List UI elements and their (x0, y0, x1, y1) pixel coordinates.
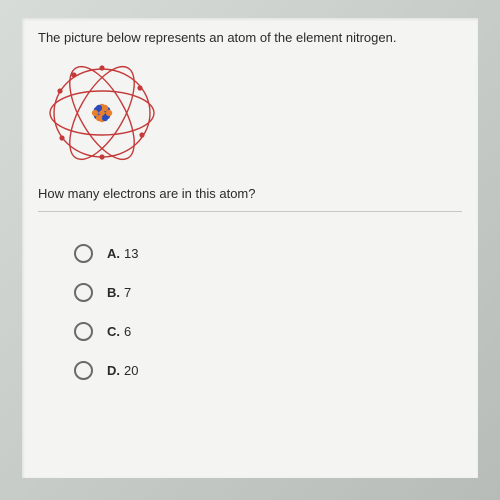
option-letter: B. (107, 285, 120, 300)
question-intro: The picture below represents an atom of … (38, 30, 462, 45)
option-b[interactable]: B. 7 (74, 283, 462, 302)
radio-icon (74, 244, 93, 263)
atom-diagram (42, 53, 462, 178)
option-value: 20 (124, 363, 138, 378)
option-letter: A. (107, 246, 120, 261)
option-d[interactable]: D. 20 (74, 361, 462, 380)
option-a[interactable]: A. 13 (74, 244, 462, 263)
question-prompt: How many electrons are in this atom? (38, 186, 462, 212)
option-value: 6 (124, 324, 131, 339)
option-value: 13 (124, 246, 138, 261)
radio-icon (74, 322, 93, 341)
atom-svg (42, 53, 162, 173)
question-card: The picture below represents an atom of … (22, 18, 478, 478)
options-list: A. 13 B. 7 C. 6 D. 20 (38, 244, 462, 380)
option-letter: D. (107, 363, 120, 378)
radio-icon (74, 361, 93, 380)
option-value: 7 (124, 285, 131, 300)
option-letter: C. (107, 324, 120, 339)
option-c[interactable]: C. 6 (74, 322, 462, 341)
radio-icon (74, 283, 93, 302)
